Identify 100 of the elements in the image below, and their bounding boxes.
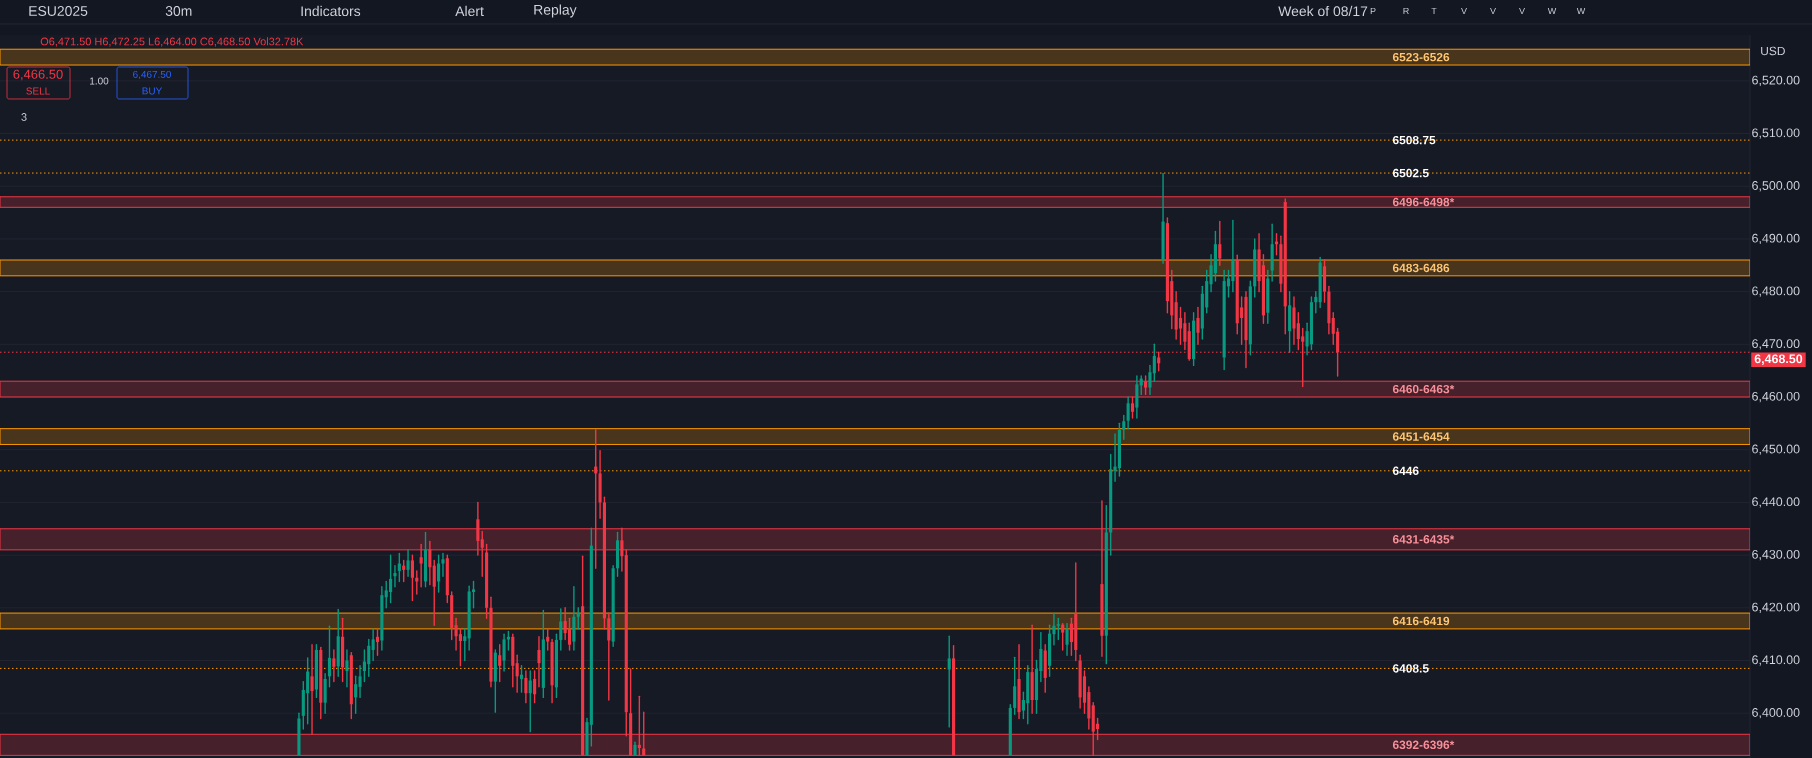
y-tick-label: 6,470.00 bbox=[1752, 339, 1800, 350]
candlestick bbox=[1013, 656, 1017, 715]
annotation: 6,466.50 bbox=[13, 69, 63, 81]
text: W bbox=[1547, 7, 1557, 15]
text: W bbox=[1576, 7, 1586, 15]
candlestick bbox=[354, 675, 358, 714]
candlestick bbox=[1056, 617, 1060, 641]
ref-line-label: 6,468.50 bbox=[1754, 354, 1803, 366]
candlestick bbox=[533, 670, 537, 704]
annotation: 3 bbox=[21, 113, 27, 121]
candlestick bbox=[947, 635, 951, 728]
candlestick bbox=[1122, 414, 1126, 440]
candlestick bbox=[567, 617, 572, 651]
candlestick bbox=[1065, 622, 1069, 656]
y-tick-label: 6,490.00 bbox=[1752, 233, 1800, 245]
annotation: 6,467.50 bbox=[133, 70, 171, 80]
candlestick bbox=[389, 554, 393, 604]
candlestick bbox=[332, 649, 336, 683]
band-label: 6523-6526 bbox=[1392, 52, 1450, 62]
candlestick bbox=[367, 638, 371, 678]
candlestick bbox=[1196, 306, 1200, 346]
candlestick bbox=[1183, 312, 1187, 351]
y-tick-label: 6,450.00 bbox=[1752, 444, 1800, 455]
text: P bbox=[1370, 7, 1376, 15]
annotation: 1.00 bbox=[90, 77, 109, 85]
annotation: BUY bbox=[142, 87, 163, 95]
text: USD bbox=[1761, 46, 1785, 56]
candlestick bbox=[563, 607, 567, 641]
candlestick bbox=[1231, 219, 1235, 293]
ref-line-label: 6502.5 bbox=[1392, 168, 1429, 178]
y-tick-label: 6,480.00 bbox=[1752, 286, 1800, 297]
candlestick bbox=[432, 559, 436, 626]
text: R bbox=[1403, 7, 1409, 15]
band-label: 6416-6419 bbox=[1392, 616, 1450, 626]
candlestick bbox=[537, 636, 541, 688]
candlestick bbox=[1061, 622, 1065, 651]
text: Replay bbox=[534, 4, 577, 18]
candlestick bbox=[559, 608, 563, 651]
band-label: 6431-6435* bbox=[1392, 535, 1455, 544]
y-tick-label: 6,500.00 bbox=[1752, 181, 1800, 192]
y-tick-label: 6,520.00 bbox=[1752, 75, 1800, 86]
candlestick bbox=[528, 670, 532, 733]
ref-line-label: 6446 bbox=[1392, 466, 1419, 476]
candlestick bbox=[1052, 612, 1056, 646]
candlestick bbox=[358, 665, 362, 699]
candlestick bbox=[393, 564, 397, 588]
y-tick-label: 6,440.00 bbox=[1752, 497, 1800, 508]
candlestick bbox=[502, 633, 506, 672]
candlestick bbox=[406, 549, 410, 577]
annotation: O6,471.50 H6,472.25 L6,464.00 C6,468.50 Vol32.78K bbox=[40, 37, 304, 47]
y-tick-label: 6,400.00 bbox=[1752, 708, 1800, 719]
candlestick bbox=[323, 672, 327, 714]
candlestick bbox=[524, 670, 528, 704]
band-label: 6392-6396* bbox=[1392, 740, 1455, 750]
candlestick bbox=[498, 644, 502, 683]
candlestick bbox=[519, 665, 524, 693]
candlestick bbox=[402, 559, 406, 583]
candlestick bbox=[1218, 220, 1222, 266]
candlestick bbox=[463, 628, 467, 662]
candlestick bbox=[607, 612, 611, 701]
candlestick bbox=[458, 628, 462, 667]
text: V bbox=[1461, 7, 1467, 15]
candlestick bbox=[371, 628, 375, 662]
candlestick bbox=[327, 625, 332, 688]
candlestick bbox=[437, 554, 441, 593]
chart-title: ESU2025 bbox=[29, 6, 88, 16]
candlestick bbox=[362, 649, 366, 683]
band-label: 6483-6486 bbox=[1392, 263, 1450, 273]
candlestick bbox=[1292, 296, 1296, 346]
band-label: 6460-6463* bbox=[1392, 384, 1455, 394]
text: Alert bbox=[455, 5, 484, 17]
candlestick bbox=[515, 654, 519, 693]
band-label: 6451-6454 bbox=[1392, 432, 1450, 441]
candlestick bbox=[1069, 617, 1073, 656]
y-tick-label: 6,410.00 bbox=[1752, 655, 1800, 666]
y-tick-label: 6,430.00 bbox=[1752, 549, 1800, 561]
candlestick bbox=[345, 649, 349, 688]
text: V bbox=[1490, 7, 1496, 15]
candlestick bbox=[546, 628, 550, 651]
text: 30m bbox=[165, 6, 192, 16]
y-tick-label: 6,420.00 bbox=[1752, 602, 1800, 613]
annotation: SELL bbox=[26, 87, 50, 95]
text: V bbox=[1519, 7, 1525, 15]
candlestick bbox=[397, 552, 401, 583]
candlestick bbox=[384, 580, 388, 609]
band-label: 6496-6498* bbox=[1392, 197, 1455, 207]
ref-line-label: 6508.75 bbox=[1392, 135, 1436, 145]
candlestick bbox=[1178, 306, 1183, 346]
candlestick bbox=[441, 552, 445, 577]
text: T bbox=[1431, 7, 1437, 15]
ref-line-label: 6408.5 bbox=[1392, 664, 1429, 673]
candlestick bbox=[306, 657, 310, 725]
candlestick bbox=[576, 607, 580, 630]
candlestick bbox=[410, 554, 414, 602]
y-tick-label: 6,460.00 bbox=[1752, 391, 1800, 403]
y-tick-label: 6,510.00 bbox=[1752, 128, 1800, 139]
text: Week of 08/17 bbox=[1278, 5, 1368, 17]
text: Indicators bbox=[301, 5, 361, 17]
candlestick bbox=[1135, 375, 1139, 419]
candlestick bbox=[1126, 396, 1130, 430]
